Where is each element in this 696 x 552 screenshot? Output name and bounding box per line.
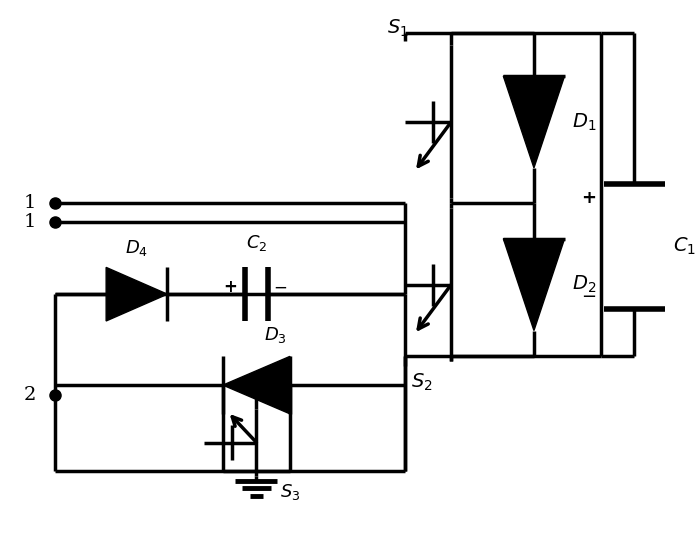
Text: $-$: $-$	[273, 278, 287, 295]
Polygon shape	[503, 76, 564, 168]
Polygon shape	[223, 357, 290, 414]
Polygon shape	[106, 267, 168, 321]
Text: $D_2$: $D_2$	[572, 274, 596, 295]
Text: $C_2$: $C_2$	[246, 233, 267, 253]
Text: +: +	[223, 278, 237, 295]
Text: $D_3$: $D_3$	[264, 325, 287, 345]
Text: 1: 1	[24, 194, 36, 213]
Text: 2: 2	[24, 386, 36, 404]
Text: $S_3$: $S_3$	[280, 482, 301, 502]
Text: +: +	[581, 189, 596, 207]
Text: $D_1$: $D_1$	[572, 112, 596, 132]
Text: $S_1$: $S_1$	[387, 18, 409, 39]
Text: 1: 1	[24, 214, 36, 231]
Text: $S_2$: $S_2$	[411, 371, 433, 393]
Text: $D_4$: $D_4$	[125, 238, 148, 258]
Text: $C_1$: $C_1$	[673, 236, 696, 257]
Polygon shape	[503, 238, 564, 331]
Text: $-$: $-$	[581, 286, 596, 304]
